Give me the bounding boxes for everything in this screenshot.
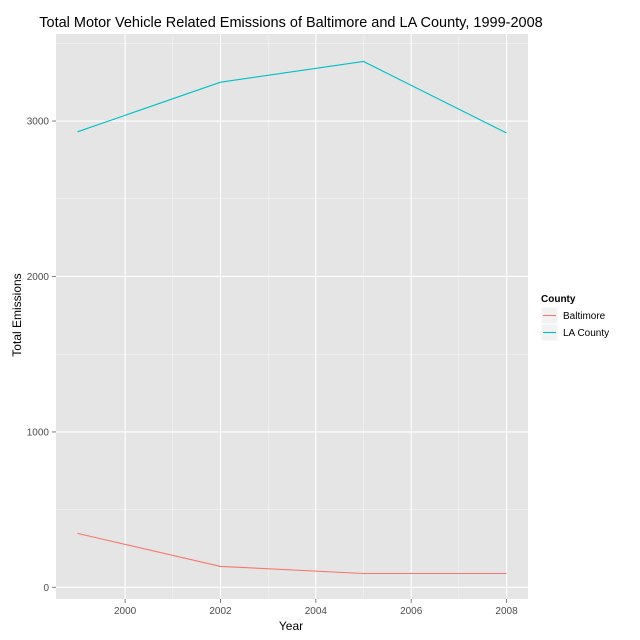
- y-tick-label: 1000: [27, 427, 50, 438]
- grid: [56, 34, 528, 599]
- panel-background: [56, 34, 528, 599]
- y-tick-label: 2000: [27, 272, 50, 283]
- legend: County Baltimore LA County: [540, 294, 609, 342]
- x-tick-label: 2006: [400, 606, 423, 617]
- x-tick-label: 2008: [495, 606, 518, 617]
- x-axis-title: Year: [279, 619, 303, 633]
- x-tick-label: 2000: [114, 606, 137, 617]
- chart-title: Total Motor Vehicle Related Emissions of…: [39, 15, 543, 31]
- series-lines: [77, 60, 507, 575]
- y-tick-label: 0: [43, 583, 49, 594]
- legend-label: LA County: [563, 328, 609, 339]
- x-tick-label: 2002: [209, 606, 232, 617]
- y-axis: 0 1000 2000 3000: [27, 117, 56, 594]
- legend-label: Baltimore: [563, 311, 606, 322]
- y-axis-title: Total Emissions: [10, 273, 24, 356]
- x-axis: 2000 2002 2004 2006 2008: [114, 599, 518, 617]
- series-line-baltimore: [77, 532, 507, 575]
- y-tick-label: 3000: [27, 117, 50, 128]
- plot-panel: [56, 34, 528, 599]
- series-line-la-county: [77, 60, 507, 134]
- legend-title: County: [541, 294, 576, 305]
- x-tick-label: 2004: [305, 606, 328, 617]
